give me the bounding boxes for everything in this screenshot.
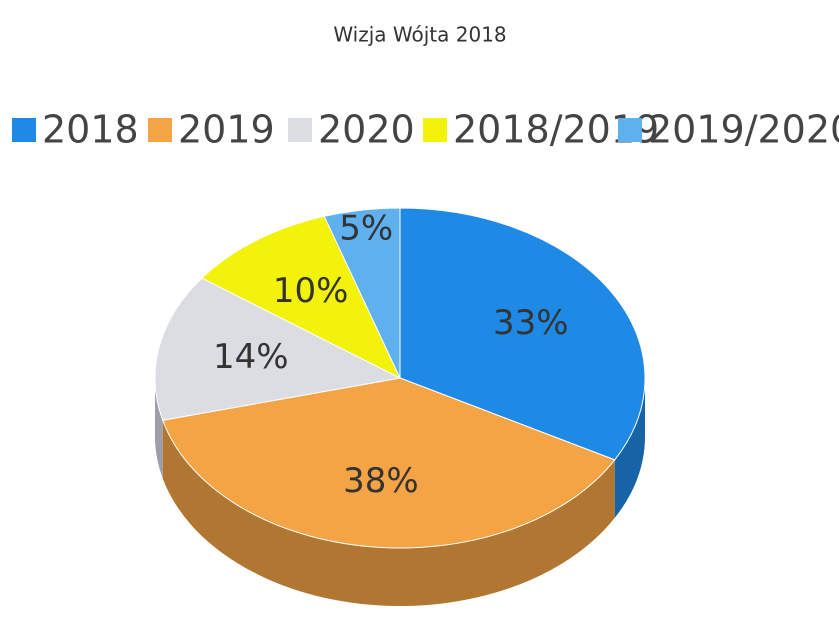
legend-swatch — [288, 118, 312, 142]
slice — [162, 377, 616, 549]
slice-side — [162, 420, 615, 606]
legend-label: 2018 — [42, 108, 139, 152]
slice — [200, 215, 402, 380]
chart-title: Wizja Wójta 2018 — [333, 23, 506, 47]
legend-swatch — [12, 118, 36, 142]
legend-swatch — [618, 118, 642, 142]
slice-side-shade — [162, 420, 615, 606]
slice-side-shade — [614, 378, 645, 518]
data-label: 14% — [213, 337, 289, 377]
slice — [399, 207, 646, 461]
slice — [154, 277, 402, 421]
data-label: 5% — [339, 209, 393, 249]
data-label: 33% — [493, 303, 569, 343]
legend-swatch — [148, 118, 172, 142]
slice-side — [614, 378, 645, 518]
legend-label: 2020 — [318, 108, 415, 152]
data-label: 38% — [343, 461, 419, 501]
slice-side-shade — [155, 378, 163, 479]
slice-side — [155, 378, 163, 479]
legend-swatch — [423, 118, 447, 142]
data-label: 10% — [273, 271, 349, 311]
legend-label: 2019/2020 — [648, 108, 839, 152]
legend-label: 2019 — [178, 108, 275, 152]
slice — [323, 207, 401, 379]
